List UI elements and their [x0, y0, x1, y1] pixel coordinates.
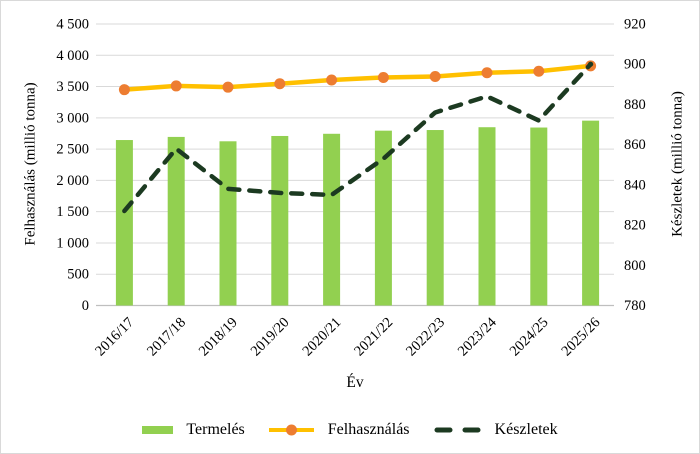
felhasznalas-line: [122, 63, 593, 92]
bar-2022/23: [426, 130, 444, 306]
felhasznalas-marker: [170, 80, 182, 92]
felhasznalas-marker: [377, 71, 389, 83]
line-marker-swatch-icon: [268, 424, 314, 436]
y-left-tick-label: 1 000: [56, 235, 89, 251]
bar-2025/26: [582, 120, 600, 306]
keszletek-line: [122, 61, 593, 214]
x-category-label: 2017/18: [144, 315, 189, 360]
bar-2019/20: [271, 135, 289, 306]
y-left-tick-label: 4 500: [56, 17, 89, 33]
y-right-tick-label: 920: [624, 17, 646, 33]
dashed-line-swatch-icon: [434, 427, 481, 433]
y-axis-title-right: Készletek (millió tonna): [669, 91, 686, 237]
x-category-label: 2020/21: [300, 315, 345, 360]
x-category-label: 2024/25: [507, 315, 552, 360]
x-category-label: 2022/23: [403, 315, 448, 360]
felhasznalas-marker: [274, 78, 286, 90]
y-right-tick-label: 800: [624, 258, 646, 274]
bar-2020/21: [323, 133, 341, 306]
felhasznalas-marker: [533, 65, 545, 77]
y-left-tick-label: 2 000: [56, 173, 89, 189]
y-left-tick-label: 500: [67, 267, 89, 283]
felhasznalas-marker: [429, 71, 441, 83]
y-left-tick-label: 3 500: [56, 79, 89, 95]
legend-item-termeles: Termelés: [142, 421, 245, 439]
x-category-label: 2021/22: [351, 315, 396, 360]
legend: Termelés Felhasználás Készletek: [1, 417, 699, 443]
felhasznalas-marker: [118, 84, 130, 96]
bar-2018/19: [219, 141, 237, 306]
legend-label-felhasznalas: Felhasználás: [327, 421, 410, 438]
felhasznalas-marker: [481, 67, 493, 79]
x-category-label: 2018/19: [196, 315, 241, 360]
y-left-tick-label: 3 000: [56, 110, 89, 126]
x-category-label: 2016/17: [92, 315, 137, 360]
y-right-tick-label: 840: [624, 177, 646, 193]
bar-2016/17: [115, 140, 133, 306]
y-right-tick-label: 820: [624, 218, 646, 234]
keszletek-end-dot: [588, 61, 594, 67]
y-left-tick-label: 0: [82, 298, 89, 314]
bar-2023/24: [478, 127, 496, 306]
bar-2024/25: [530, 127, 548, 306]
x-category-label: 2025/26: [559, 315, 604, 360]
legend-item-felhasznalas: Felhasználás: [268, 421, 410, 439]
felhasznalas-marker: [222, 81, 234, 93]
x-category-label: 2023/24: [455, 314, 500, 359]
y-right-tick-label: 880: [624, 97, 646, 113]
x-category-label: 2019/20: [248, 315, 293, 360]
felhasznalas-marker: [326, 74, 338, 86]
legend-label-keszletek: Készletek: [494, 421, 558, 438]
legend-item-keszletek: Készletek: [433, 421, 558, 439]
y-axis-title-left: Felhasználás (millió tonna): [22, 82, 39, 246]
bar-2017/18: [167, 136, 185, 306]
y-right-tick-label: 900: [624, 57, 646, 73]
y-left-tick-label: 4 000: [56, 48, 89, 64]
bar-swatch-icon: [142, 426, 174, 434]
y-right-tick-label: 860: [624, 137, 646, 153]
x-axis-title: Év: [346, 374, 364, 391]
legend-label-termeles: Termelés: [186, 421, 245, 438]
y-left-tick-label: 2 500: [56, 142, 89, 158]
y-right-tick-label: 780: [624, 298, 646, 314]
y-left-tick-label: 1 500: [56, 204, 89, 220]
bar-2021/22: [374, 130, 392, 306]
